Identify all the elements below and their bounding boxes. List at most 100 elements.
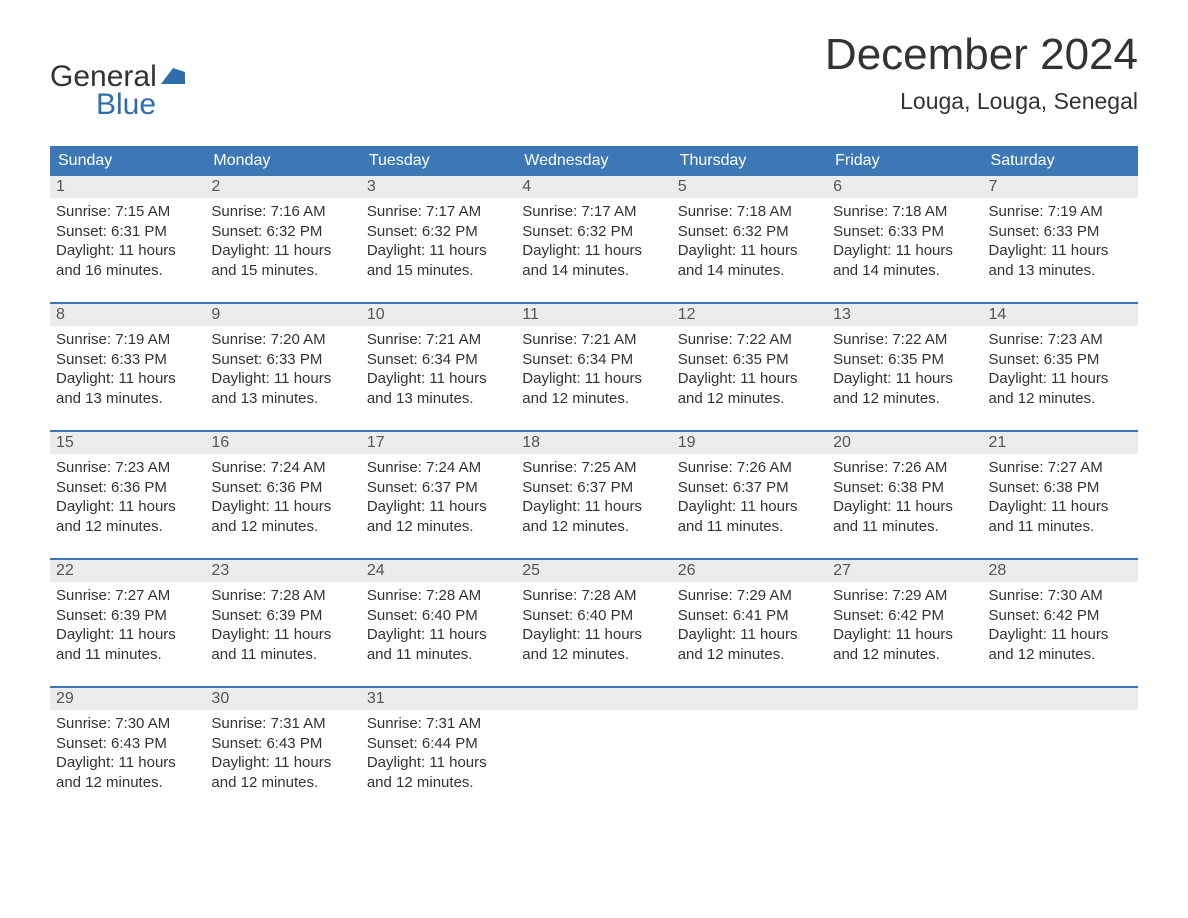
cell-line-sr: Sunrise: 7:18 AM xyxy=(678,202,821,222)
cell-line-sr: Sunrise: 7:31 AM xyxy=(367,714,510,734)
cell-line-d2: and 11 minutes. xyxy=(367,645,510,665)
cell-line-d1: Daylight: 11 hours xyxy=(56,753,199,773)
cell-line-ss: Sunset: 6:35 PM xyxy=(989,350,1132,370)
calendar-cell: 16Sunrise: 7:24 AMSunset: 6:36 PMDayligh… xyxy=(205,432,360,552)
cell-line-d1: Daylight: 11 hours xyxy=(211,369,354,389)
cell-line-d1: Daylight: 11 hours xyxy=(56,625,199,645)
cell-line-ss: Sunset: 6:35 PM xyxy=(678,350,821,370)
cell-line-d1: Daylight: 11 hours xyxy=(211,497,354,517)
day-number: 14 xyxy=(983,304,1138,326)
cell-line-sr: Sunrise: 7:18 AM xyxy=(833,202,976,222)
calendar-cell: 23Sunrise: 7:28 AMSunset: 6:39 PMDayligh… xyxy=(205,560,360,680)
cell-line-d1: Daylight: 11 hours xyxy=(367,241,510,261)
calendar-cell: 26Sunrise: 7:29 AMSunset: 6:41 PMDayligh… xyxy=(672,560,827,680)
day-number xyxy=(983,688,1138,710)
day-header: Sunday xyxy=(50,146,205,176)
calendar-cell: 14Sunrise: 7:23 AMSunset: 6:35 PMDayligh… xyxy=(983,304,1138,424)
cell-line-ss: Sunset: 6:32 PM xyxy=(367,222,510,242)
cell-line-ss: Sunset: 6:33 PM xyxy=(211,350,354,370)
cell-line-d1: Daylight: 11 hours xyxy=(56,497,199,517)
page-subtitle: Louga, Louga, Senegal xyxy=(825,88,1138,115)
cell-line-d2: and 14 minutes. xyxy=(522,261,665,281)
day-header: Wednesday xyxy=(516,146,671,176)
weeks-container: 1Sunrise: 7:15 AMSunset: 6:31 PMDaylight… xyxy=(50,176,1138,808)
cell-line-ss: Sunset: 6:42 PM xyxy=(833,606,976,626)
cell-body: Sunrise: 7:29 AMSunset: 6:42 PMDaylight:… xyxy=(827,582,982,664)
day-number: 10 xyxy=(361,304,516,326)
cell-line-ss: Sunset: 6:43 PM xyxy=(211,734,354,754)
cell-line-d2: and 12 minutes. xyxy=(522,517,665,537)
calendar-cell: 6Sunrise: 7:18 AMSunset: 6:33 PMDaylight… xyxy=(827,176,982,296)
calendar-cell: 27Sunrise: 7:29 AMSunset: 6:42 PMDayligh… xyxy=(827,560,982,680)
cell-line-ss: Sunset: 6:44 PM xyxy=(367,734,510,754)
cell-body: Sunrise: 7:23 AMSunset: 6:35 PMDaylight:… xyxy=(983,326,1138,408)
cell-line-sr: Sunrise: 7:22 AM xyxy=(833,330,976,350)
day-number: 25 xyxy=(516,560,671,582)
calendar-cell xyxy=(827,688,982,808)
cell-line-d1: Daylight: 11 hours xyxy=(678,497,821,517)
calendar-cell: 30Sunrise: 7:31 AMSunset: 6:43 PMDayligh… xyxy=(205,688,360,808)
cell-line-d2: and 12 minutes. xyxy=(678,645,821,665)
cell-line-ss: Sunset: 6:40 PM xyxy=(522,606,665,626)
day-number: 3 xyxy=(361,176,516,198)
calendar: SundayMondayTuesdayWednesdayThursdayFrid… xyxy=(50,146,1138,808)
day-number: 26 xyxy=(672,560,827,582)
calendar-cell: 9 Sunrise: 7:20 AMSunset: 6:33 PMDaylight… xyxy=(205,304,360,424)
cell-line-ss: Sunset: 6:34 PM xyxy=(367,350,510,370)
cell-line-ss: Sunset: 6:36 PM xyxy=(56,478,199,498)
day-number: 8 xyxy=(50,304,205,326)
cell-line-d2: and 12 minutes. xyxy=(833,645,976,665)
cell-line-d2: and 11 minutes. xyxy=(678,517,821,537)
cell-line-ss: Sunset: 6:32 PM xyxy=(211,222,354,242)
cell-line-sr: Sunrise: 7:26 AM xyxy=(678,458,821,478)
logo: General Blue xyxy=(50,30,185,122)
cell-line-d2: and 13 minutes. xyxy=(56,389,199,409)
cell-line-d2: and 12 minutes. xyxy=(56,773,199,793)
cell-line-sr: Sunrise: 7:19 AM xyxy=(989,202,1132,222)
cell-line-ss: Sunset: 6:37 PM xyxy=(522,478,665,498)
calendar-cell: 4Sunrise: 7:17 AMSunset: 6:32 PMDaylight… xyxy=(516,176,671,296)
cell-line-ss: Sunset: 6:33 PM xyxy=(56,350,199,370)
day-number: 28 xyxy=(983,560,1138,582)
cell-line-ss: Sunset: 6:43 PM xyxy=(56,734,199,754)
cell-line-d2: and 13 minutes. xyxy=(367,389,510,409)
calendar-cell xyxy=(672,688,827,808)
cell-line-d2: and 11 minutes. xyxy=(989,517,1132,537)
calendar-cell xyxy=(983,688,1138,808)
day-number: 9 xyxy=(205,304,360,326)
cell-line-d2: and 12 minutes. xyxy=(211,773,354,793)
cell-body: Sunrise: 7:18 AMSunset: 6:32 PMDaylight:… xyxy=(672,198,827,280)
cell-line-d2: and 11 minutes. xyxy=(56,645,199,665)
cell-line-d1: Daylight: 11 hours xyxy=(989,625,1132,645)
cell-line-sr: Sunrise: 7:19 AM xyxy=(56,330,199,350)
calendar-cell: 29Sunrise: 7:30 AMSunset: 6:43 PMDayligh… xyxy=(50,688,205,808)
cell-line-d2: and 15 minutes. xyxy=(211,261,354,281)
day-number: 2 xyxy=(205,176,360,198)
cell-body: Sunrise: 7:28 AMSunset: 6:39 PMDaylight:… xyxy=(205,582,360,664)
calendar-cell: 22Sunrise: 7:27 AMSunset: 6:39 PMDayligh… xyxy=(50,560,205,680)
cell-line-ss: Sunset: 6:37 PM xyxy=(678,478,821,498)
day-number: 1 xyxy=(50,176,205,198)
cell-line-sr: Sunrise: 7:24 AM xyxy=(367,458,510,478)
calendar-cell: 25Sunrise: 7:28 AMSunset: 6:40 PMDayligh… xyxy=(516,560,671,680)
cell-line-sr: Sunrise: 7:28 AM xyxy=(211,586,354,606)
cell-line-d2: and 11 minutes. xyxy=(833,517,976,537)
cell-line-d1: Daylight: 11 hours xyxy=(522,369,665,389)
cell-line-sr: Sunrise: 7:29 AM xyxy=(833,586,976,606)
cell-line-sr: Sunrise: 7:22 AM xyxy=(678,330,821,350)
cell-line-d1: Daylight: 11 hours xyxy=(678,241,821,261)
cell-line-ss: Sunset: 6:40 PM xyxy=(367,606,510,626)
cell-line-sr: Sunrise: 7:21 AM xyxy=(522,330,665,350)
day-number: 22 xyxy=(50,560,205,582)
cell-line-d1: Daylight: 11 hours xyxy=(367,753,510,773)
cell-line-ss: Sunset: 6:34 PM xyxy=(522,350,665,370)
day-header: Tuesday xyxy=(361,146,516,176)
cell-line-ss: Sunset: 6:32 PM xyxy=(678,222,821,242)
cell-line-sr: Sunrise: 7:20 AM xyxy=(211,330,354,350)
cell-body: Sunrise: 7:26 AMSunset: 6:37 PMDaylight:… xyxy=(672,454,827,536)
cell-line-ss: Sunset: 6:41 PM xyxy=(678,606,821,626)
day-number: 17 xyxy=(361,432,516,454)
day-number xyxy=(516,688,671,710)
calendar-cell: 13Sunrise: 7:22 AMSunset: 6:35 PMDayligh… xyxy=(827,304,982,424)
cell-body: Sunrise: 7:29 AMSunset: 6:41 PMDaylight:… xyxy=(672,582,827,664)
